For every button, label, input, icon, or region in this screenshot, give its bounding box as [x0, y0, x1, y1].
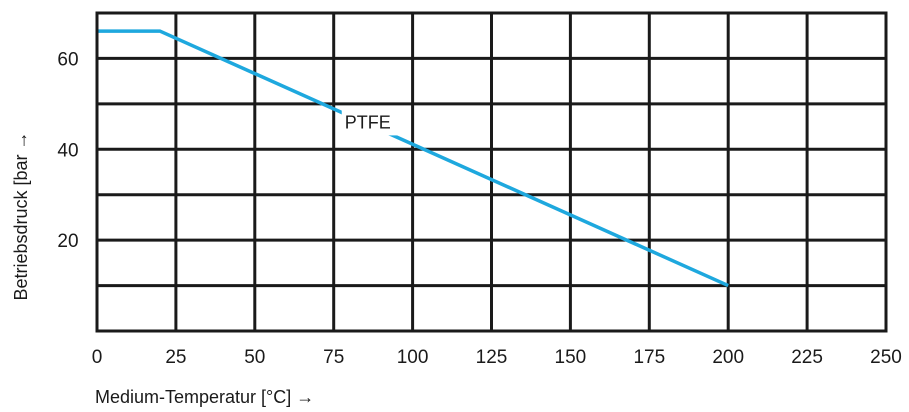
y-tick-label: 60	[57, 49, 78, 70]
y-tick-label: 20	[57, 231, 78, 252]
y-tick-label: 40	[57, 140, 78, 161]
series-label-ptfe: PTFE	[345, 112, 391, 132]
x-tick-label: 175	[633, 347, 665, 368]
x-axis-label: Medium-Temperatur [°C] →	[95, 387, 314, 407]
x-tick-label: 75	[323, 347, 344, 368]
x-tick-label: 0	[92, 347, 103, 368]
x-tick-label: 200	[712, 347, 744, 368]
x-tick-label: 225	[791, 347, 823, 368]
series-layer	[97, 29, 729, 288]
x-tick-label: 250	[870, 347, 902, 368]
x-tick-label: 25	[165, 347, 186, 368]
grid	[97, 13, 886, 331]
x-tick-label: 125	[476, 347, 508, 368]
series-line-ptfe	[97, 29, 729, 288]
y-axis-ticks: 20 40 60	[57, 49, 78, 252]
x-tick-label: 150	[555, 347, 587, 368]
x-tick-label: 100	[397, 347, 429, 368]
y-axis-label: Betriebsdruck [bar →	[11, 131, 31, 300]
series-label-background	[341, 107, 402, 136]
x-axis-ticks: 0 25 50 75 100 125 150 175 200 225 250	[92, 347, 902, 368]
x-tick-label: 50	[244, 347, 265, 368]
plot-frame	[95, 11, 888, 333]
